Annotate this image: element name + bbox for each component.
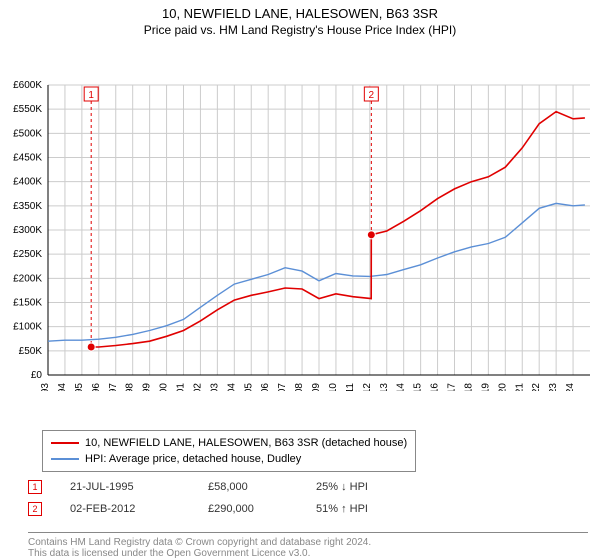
y-tick-label: £0: [31, 370, 43, 381]
x-tick-label: 2012: [362, 383, 373, 391]
x-tick-label: 1998: [125, 383, 136, 391]
x-tick-label: 2023: [548, 383, 559, 391]
chart-title: 10, NEWFIELD LANE, HALESOWEN, B63 3SR: [0, 0, 600, 21]
x-tick-label: 2004: [226, 383, 237, 391]
x-tick-label: 2000: [159, 383, 170, 391]
chart-plot-area: £0 £50K £100K £150K £200K £250K £300K £350K £400…: [0, 41, 600, 396]
transaction-date: 21-JUL-1995: [70, 481, 180, 493]
transaction-marker: 1: [28, 480, 42, 494]
legend-label: HPI: Average price, detached house, Dudl…: [85, 451, 301, 467]
y-tick-label: £350K: [13, 201, 42, 212]
x-tick-label: 1996: [91, 383, 102, 391]
chart-subtitle: Price paid vs. HM Land Registry's House …: [0, 21, 600, 41]
x-tick-label: 2009: [311, 383, 322, 391]
y-tick-label: £50K: [19, 346, 43, 357]
y-tick-label: £300K: [13, 225, 42, 236]
legend-swatch: [51, 442, 79, 444]
x-tick-label: 2003: [209, 383, 220, 391]
legend-row: 10, NEWFIELD LANE, HALESOWEN, B63 3SR (d…: [51, 435, 407, 451]
x-tick-label: 2011: [345, 383, 356, 391]
y-tick-label: £250K: [13, 249, 42, 260]
y-tick-label: £500K: [13, 128, 42, 139]
x-tick-label: 2005: [243, 383, 254, 391]
legend-row: HPI: Average price, detached house, Dudl…: [51, 451, 407, 467]
x-tick-label: 2022: [531, 383, 542, 391]
chart-marker-number: 1: [88, 90, 94, 101]
transaction-row: 2 02-FEB-2012 £290,000 51% ↑ HPI: [28, 498, 588, 520]
transaction-marker: 2: [28, 502, 42, 516]
chart-container: 10, NEWFIELD LANE, HALESOWEN, B63 3SR Pr…: [0, 0, 600, 560]
x-tick-label: 2001: [176, 383, 187, 391]
x-tick-label: 2020: [497, 383, 508, 391]
x-tick-label: 1995: [74, 383, 85, 391]
legend-swatch: [51, 458, 79, 460]
footer-line-2: This data is licensed under the Open Gov…: [28, 548, 588, 559]
x-tick-label: 2019: [480, 383, 491, 391]
x-tick-label: 1994: [57, 383, 68, 391]
x-tick-label: 1993: [40, 383, 51, 391]
x-tick-label: 2008: [294, 383, 305, 391]
x-tick-label: 2017: [447, 383, 458, 391]
transaction-price: £290,000: [208, 503, 288, 515]
y-tick-label: £100K: [13, 322, 42, 333]
transaction-table: 1 21-JUL-1995 £58,000 25% ↓ HPI 2 02-FEB-2012…: [28, 476, 588, 520]
y-tick-label: £200K: [13, 273, 42, 284]
x-tick-label: 2014: [396, 383, 407, 391]
x-tick-label: 2015: [413, 383, 424, 391]
x-tick-label: 2024: [565, 383, 576, 391]
transaction-row: 1 21-JUL-1995 £58,000 25% ↓ HPI: [28, 476, 588, 498]
transaction-price: £58,000: [208, 481, 288, 493]
footer-line-1: Contains HM Land Registry data © Crown c…: [28, 537, 588, 548]
x-tick-label: 2021: [514, 383, 525, 391]
y-tick-label: £550K: [13, 104, 42, 115]
x-tick-label: 2013: [379, 383, 390, 391]
y-tick-label: £150K: [13, 298, 42, 309]
footer-attribution: Contains HM Land Registry data © Crown c…: [28, 532, 588, 559]
y-tick-label: £450K: [13, 153, 42, 164]
x-tick-label: 2002: [192, 383, 203, 391]
x-tick-label: 1999: [142, 383, 153, 391]
x-tick-label: 2006: [260, 383, 271, 391]
chart-marker-number: 2: [369, 90, 375, 101]
x-tick-label: 2016: [430, 383, 441, 391]
x-tick-label: 2010: [328, 383, 339, 391]
y-tick-label: £600K: [13, 80, 42, 91]
transaction-delta: 51% ↑ HPI: [316, 503, 368, 515]
line-chart-svg: £0 £50K £100K £150K £200K £250K £300K £350K £400…: [0, 41, 600, 391]
transaction-delta: 25% ↓ HPI: [316, 481, 368, 493]
x-tick-label: 2007: [277, 383, 288, 391]
x-tick-label: 2018: [463, 383, 474, 391]
y-tick-label: £400K: [13, 177, 42, 188]
x-tick-label: 1997: [108, 383, 119, 391]
marker-dot: [367, 231, 375, 239]
transaction-date: 02-FEB-2012: [70, 503, 180, 515]
legend-box: 10, NEWFIELD LANE, HALESOWEN, B63 3SR (d…: [42, 430, 416, 472]
legend-label: 10, NEWFIELD LANE, HALESOWEN, B63 3SR (d…: [85, 435, 407, 451]
marker-dot: [87, 343, 95, 351]
